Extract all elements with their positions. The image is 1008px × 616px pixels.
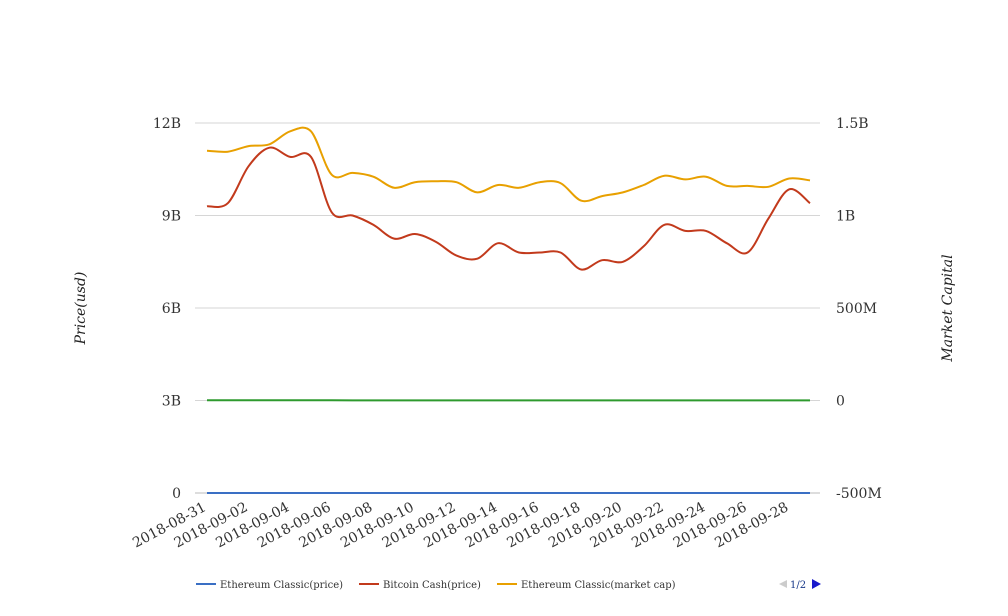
series-line-ethereum-classic-market-cap (206, 126, 811, 203)
right-tick-label: -500M (836, 486, 882, 502)
gridlines (195, 122, 820, 494)
x-axis-ticks: 2018-08-312018-09-022018-09-042018-09-06… (130, 499, 791, 551)
right-tick-label: 0 (836, 394, 845, 410)
pager-prev-icon[interactable] (779, 580, 787, 588)
legend-item[interactable]: Ethereum Classic(price) (196, 580, 343, 591)
legend-pager[interactable]: 1/2 (779, 579, 821, 591)
series-line-bitcoin-cash-price (206, 146, 811, 271)
left-tick-label: 0 (172, 486, 181, 502)
left-axis-ticks: 0 3B 6B 9B 12B (153, 116, 181, 502)
legend-item[interactable]: Ethereum Classic(market cap) (497, 580, 676, 591)
pager-next-icon[interactable] (812, 579, 821, 589)
left-tick-label: 9B (162, 209, 181, 225)
left-tick-label: 12B (153, 116, 181, 132)
pager-label: 1/2 (790, 580, 806, 591)
legend: Ethereum Classic(price) Bitcoin Cash(pric… (196, 580, 676, 591)
legend-label: Ethereum Classic(market cap) (521, 580, 676, 591)
legend-item[interactable]: Bitcoin Cash(price) (359, 580, 481, 591)
left-tick-label: 3B (162, 394, 181, 410)
right-axis-ticks: -500M 0 500M 1B 1.5B (836, 116, 882, 502)
right-tick-label: 500M (836, 301, 877, 317)
right-tick-label: 1B (836, 209, 855, 225)
legend-label: Bitcoin Cash(price) (383, 580, 481, 591)
series-lines (206, 126, 811, 495)
right-axis-title: Market Capital (940, 254, 956, 362)
left-axis-title: Price(usd) (73, 272, 89, 346)
left-tick-label: 6B (162, 301, 181, 317)
legend-label: Ethereum Classic(price) (220, 580, 343, 591)
right-tick-label: 1.5B (836, 116, 869, 132)
